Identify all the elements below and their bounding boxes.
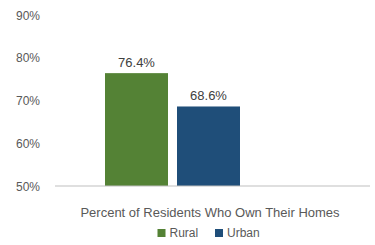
x-tick-label: Percent of Residents Who Own Their Homes <box>80 205 340 220</box>
legend: Rural Urban <box>158 226 260 240</box>
y-tick-label: 50% <box>16 180 40 194</box>
legend-swatch <box>215 229 223 237</box>
y-tick-label: 60% <box>16 137 40 151</box>
y-tick-label: 90% <box>16 9 40 23</box>
legend-label: Rural <box>170 226 199 240</box>
legend-swatch <box>158 229 166 237</box>
bar <box>105 73 168 186</box>
x-axis-line <box>55 186 370 187</box>
bar <box>177 106 240 186</box>
bars <box>105 73 240 186</box>
y-tick-label: 70% <box>16 94 40 108</box>
legend-label: Urban <box>227 226 260 240</box>
y-tick-label: 80% <box>16 51 40 65</box>
chart: 50% 60% 70% 80% 90% Percent of Residents Who … <box>0 0 375 245</box>
data-label: 76.4% <box>118 55 155 70</box>
data-label: 68.6% <box>190 88 227 103</box>
